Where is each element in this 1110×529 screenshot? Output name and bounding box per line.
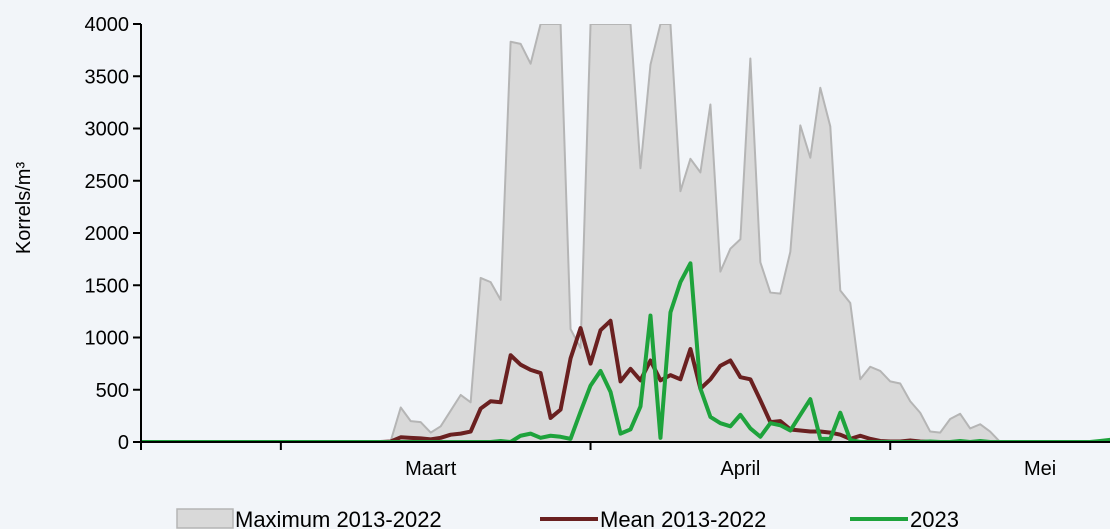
y-tick-label: 0 (118, 432, 129, 454)
line-layer (141, 261, 1110, 442)
y-tick-label: 3000 (85, 119, 130, 141)
legend-2023-label: 2023 (910, 507, 959, 529)
x-tick-label: Mei (1024, 458, 1056, 480)
series-maximum-area (141, 24, 1110, 442)
y-tick-label: 2000 (85, 223, 130, 245)
legend-mean-label: Mean 2013-2022 (600, 507, 766, 529)
x-tick-label: Maart (405, 458, 457, 480)
y-tick-label: 1000 (85, 328, 130, 350)
y-tick-label: 1500 (85, 275, 130, 297)
series-2023-line (141, 261, 1110, 442)
y-tick-label: 2500 (85, 171, 130, 193)
y-tick-label: 500 (96, 380, 129, 402)
series-maximum-outline (141, 24, 1110, 442)
x-tick-label: April (720, 458, 760, 480)
series-mean-line (141, 318, 1110, 442)
legend-maximum-label: Maximum 2013-2022 (235, 507, 442, 529)
legend-maximum-swatch (176, 508, 234, 529)
y-tick-label: 4000 (85, 14, 130, 36)
legend: Maximum 2013-2022 Mean 2013-2022 2023 (176, 507, 959, 529)
y-tick-label: 3500 (85, 66, 130, 88)
y-axis-title: Korrels/m³ (13, 162, 35, 255)
max-area-layer (141, 24, 1110, 442)
axis-layer: 0 500 1000 1500 2000 2500 3000 3500 4000 Maart Apr… (85, 14, 1110, 480)
